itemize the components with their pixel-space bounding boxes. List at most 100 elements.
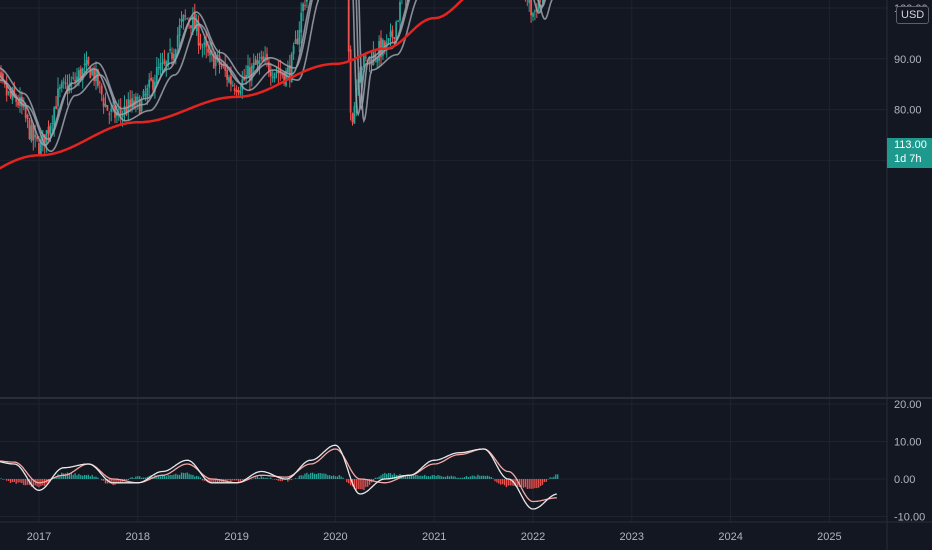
candle-body xyxy=(64,82,67,85)
candle-body xyxy=(281,72,284,76)
candle-body xyxy=(216,54,219,57)
candle-body xyxy=(218,55,221,66)
candle-body xyxy=(129,99,132,106)
candle-body xyxy=(228,77,230,83)
candle-body xyxy=(59,87,61,90)
candle-body xyxy=(26,114,29,120)
candle-body xyxy=(17,101,19,106)
candle-body xyxy=(60,82,63,88)
candle-body xyxy=(197,23,200,46)
candle-body xyxy=(349,49,352,113)
candle-body xyxy=(537,0,540,12)
candle-body xyxy=(387,37,390,42)
candle-body xyxy=(40,139,42,154)
candle-body xyxy=(207,48,209,53)
candle-body xyxy=(249,67,251,81)
candle-body xyxy=(106,105,109,111)
current-price-label: 113.00 xyxy=(894,139,927,151)
candle-body xyxy=(95,68,97,82)
candle-body xyxy=(359,71,361,83)
candle-body xyxy=(252,62,255,69)
candle-body xyxy=(264,57,266,61)
candle-body xyxy=(41,134,44,142)
candle-body xyxy=(347,0,350,52)
candle-body xyxy=(220,65,223,67)
candle-body xyxy=(155,67,158,84)
candle-body xyxy=(532,12,534,17)
current-price-tag: 113.00 1d 7h xyxy=(887,138,932,168)
candle-body xyxy=(288,65,291,79)
candle-body xyxy=(233,88,236,91)
candle-body xyxy=(298,29,301,45)
candle-body xyxy=(351,113,354,123)
candle-body xyxy=(28,119,31,139)
candle-body xyxy=(161,62,164,64)
candle-body xyxy=(123,105,126,113)
candle-body xyxy=(53,107,56,127)
candle-body xyxy=(167,53,170,65)
candle-body xyxy=(199,42,202,47)
candle-body xyxy=(353,106,356,124)
candle-body xyxy=(378,40,380,61)
candle-body xyxy=(376,57,379,63)
x-tick-label: 2023 xyxy=(620,531,644,543)
x-tick-label: 2018 xyxy=(126,531,150,543)
candle-body xyxy=(102,97,105,107)
candle-body xyxy=(51,122,54,124)
candle-body xyxy=(36,136,38,140)
candle-body xyxy=(157,67,160,69)
candle-body xyxy=(399,1,401,21)
candle-body xyxy=(393,37,396,39)
candle-body xyxy=(112,105,114,107)
candle-body xyxy=(13,87,16,97)
candle-body xyxy=(302,3,304,12)
candle-body xyxy=(380,37,382,58)
candle-body xyxy=(391,29,394,38)
x-tick-label: 2021 xyxy=(422,531,446,543)
candle-body xyxy=(186,18,189,20)
candle-body xyxy=(397,20,399,22)
candle-body xyxy=(534,10,536,12)
candle-body xyxy=(125,107,128,115)
candle-body xyxy=(154,81,156,92)
countdown-label: 1d 7h xyxy=(894,153,922,165)
candle-body xyxy=(214,58,217,67)
candle-body xyxy=(78,70,80,81)
candle-body xyxy=(47,126,50,134)
candle-body xyxy=(178,25,181,37)
candle-body xyxy=(292,45,295,55)
candle-body xyxy=(32,124,35,141)
candle-body xyxy=(136,96,139,100)
candle-body xyxy=(87,56,90,65)
candle-body xyxy=(245,75,247,79)
candle-body xyxy=(285,70,287,86)
osc-tick-label: 20.00 xyxy=(894,399,922,411)
macd-line xyxy=(0,444,557,510)
candle-body xyxy=(72,77,75,79)
candle-body xyxy=(62,81,65,83)
candle-body xyxy=(254,59,257,65)
osc-tick-label: 10.00 xyxy=(894,437,922,449)
candle-body xyxy=(287,67,289,73)
candle-body xyxy=(165,61,168,67)
ma-band-line xyxy=(0,0,545,147)
candle-body xyxy=(81,68,84,80)
candle-body xyxy=(34,134,37,138)
candle-body xyxy=(294,39,297,44)
candle-body xyxy=(24,106,27,118)
candle-body xyxy=(22,105,25,108)
candle-body xyxy=(364,56,367,58)
candle-body xyxy=(235,89,238,93)
candle-body xyxy=(43,134,46,146)
ma-long-line xyxy=(0,0,464,170)
candle-body xyxy=(193,12,196,29)
ma-band-line xyxy=(0,0,547,140)
candle-body xyxy=(296,38,299,44)
candle-body xyxy=(283,72,285,84)
candle-body xyxy=(383,41,386,50)
candle-body xyxy=(262,56,265,62)
currency-button[interactable]: USD xyxy=(896,6,930,24)
candle-body xyxy=(190,25,192,29)
